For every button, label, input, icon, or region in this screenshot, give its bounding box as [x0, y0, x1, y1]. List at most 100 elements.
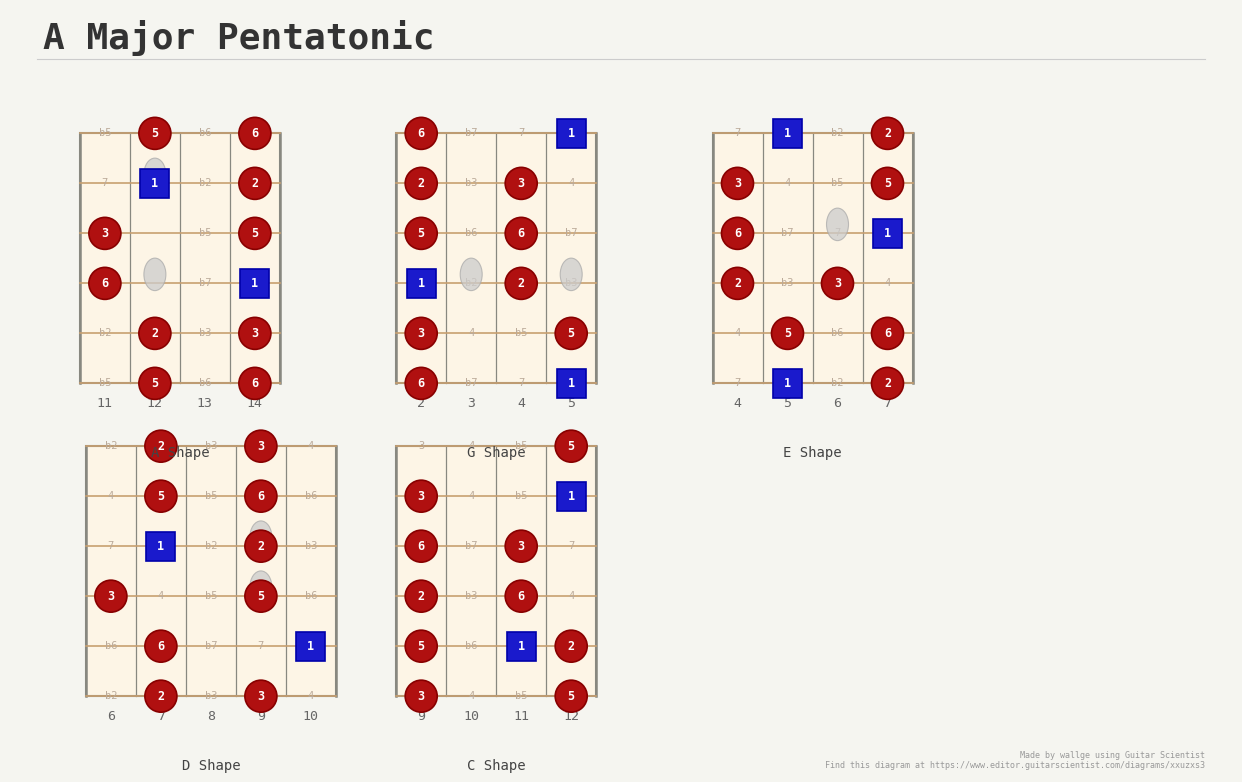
Text: b2: b2 [104, 691, 117, 701]
Text: 2: 2 [417, 397, 425, 411]
Text: 3: 3 [417, 327, 425, 340]
Text: 12: 12 [563, 710, 579, 723]
Text: b7: b7 [465, 128, 477, 138]
Text: 5: 5 [417, 227, 425, 240]
Circle shape [505, 530, 538, 562]
Circle shape [89, 217, 120, 249]
FancyBboxPatch shape [297, 632, 325, 661]
Text: 12: 12 [147, 397, 163, 411]
Text: 1: 1 [158, 540, 164, 553]
Circle shape [405, 117, 437, 149]
Text: b5: b5 [515, 328, 528, 339]
Circle shape [405, 480, 437, 512]
Text: 2: 2 [251, 177, 258, 190]
Text: 3: 3 [467, 397, 476, 411]
Circle shape [245, 580, 277, 612]
Bar [713, 134, 913, 383]
Text: D Shape: D Shape [181, 759, 240, 773]
Circle shape [238, 167, 271, 199]
Text: 6: 6 [102, 277, 108, 290]
Text: b5: b5 [98, 378, 111, 389]
Text: b3: b3 [565, 278, 578, 289]
Text: b5: b5 [205, 591, 217, 601]
Text: 7: 7 [258, 641, 265, 651]
Circle shape [145, 680, 176, 712]
Text: b7: b7 [465, 541, 477, 551]
Circle shape [238, 217, 271, 249]
Circle shape [405, 368, 437, 400]
Text: E Shape: E Shape [784, 446, 842, 460]
Circle shape [405, 217, 437, 249]
Text: 6: 6 [158, 640, 164, 653]
Text: b5: b5 [515, 491, 528, 501]
Text: 7: 7 [734, 128, 740, 138]
Text: 8: 8 [207, 710, 215, 723]
Text: 11: 11 [513, 710, 529, 723]
Text: 3: 3 [417, 490, 425, 503]
Text: b3: b3 [465, 178, 477, 188]
Text: 5: 5 [784, 397, 791, 411]
Circle shape [405, 530, 437, 562]
Bar [86, 447, 335, 696]
Text: 3: 3 [734, 177, 741, 190]
Text: 4: 4 [108, 491, 114, 501]
Text: C Shape: C Shape [467, 759, 525, 773]
Text: 1: 1 [568, 127, 575, 140]
Text: b6: b6 [465, 228, 477, 239]
Text: 6: 6 [251, 127, 258, 140]
Text: 2: 2 [152, 327, 159, 340]
Text: b7: b7 [565, 228, 578, 239]
Text: 4: 4 [468, 328, 474, 339]
Text: 1: 1 [518, 640, 525, 653]
Circle shape [238, 117, 271, 149]
Text: 7: 7 [883, 397, 892, 411]
Text: 5: 5 [152, 377, 159, 390]
Text: 4: 4 [568, 591, 574, 601]
FancyBboxPatch shape [507, 632, 535, 661]
Circle shape [145, 430, 176, 462]
Text: 6: 6 [257, 490, 265, 503]
Text: 7: 7 [734, 378, 740, 389]
Text: 3: 3 [257, 690, 265, 703]
Text: 5: 5 [568, 690, 575, 703]
FancyBboxPatch shape [556, 369, 586, 398]
Text: 2: 2 [518, 277, 525, 290]
Bar [396, 447, 596, 696]
Text: 7: 7 [102, 178, 108, 188]
Text: 4: 4 [468, 491, 474, 501]
Circle shape [505, 580, 538, 612]
Text: 1: 1 [152, 177, 159, 190]
Text: 1: 1 [417, 277, 425, 290]
Circle shape [94, 580, 127, 612]
Circle shape [139, 117, 171, 149]
Text: A Major Pentatonic: A Major Pentatonic [43, 20, 435, 56]
Text: 5: 5 [251, 227, 258, 240]
Text: 6: 6 [417, 127, 425, 140]
Text: 2: 2 [417, 590, 425, 603]
Text: b5: b5 [515, 441, 528, 451]
Text: 5: 5 [568, 397, 575, 411]
Text: 5: 5 [257, 590, 265, 603]
Circle shape [238, 317, 271, 350]
Text: 1: 1 [568, 490, 575, 503]
Circle shape [139, 368, 171, 400]
Text: 5: 5 [417, 640, 425, 653]
Circle shape [139, 317, 171, 350]
Circle shape [405, 167, 437, 199]
FancyBboxPatch shape [556, 482, 586, 511]
Text: 4: 4 [785, 178, 791, 188]
Text: A Shape: A Shape [150, 446, 209, 460]
Text: 5: 5 [568, 439, 575, 453]
Circle shape [505, 217, 538, 249]
Text: 5: 5 [158, 490, 164, 503]
FancyBboxPatch shape [147, 532, 175, 561]
Text: 9: 9 [417, 710, 425, 723]
Text: b6: b6 [831, 328, 843, 339]
Circle shape [555, 317, 587, 350]
Circle shape [145, 630, 176, 662]
Text: 3: 3 [833, 277, 841, 290]
Text: b7: b7 [199, 278, 211, 289]
Text: b2: b2 [831, 128, 843, 138]
Text: b7: b7 [205, 641, 217, 651]
Text: 7: 7 [835, 228, 841, 239]
